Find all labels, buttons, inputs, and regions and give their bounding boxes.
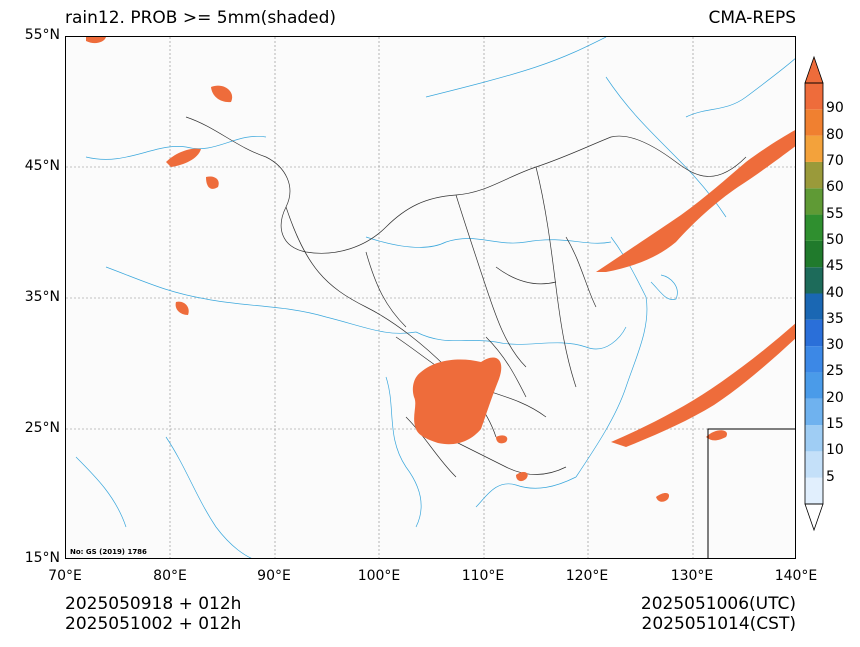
colorbar-cell xyxy=(805,372,823,399)
colorbar-tick-label: 20 xyxy=(826,389,844,406)
map-title: rain12. PROB >= 5mm(shaded) xyxy=(65,8,337,28)
colorbar-cell xyxy=(805,214,823,241)
colorbar-cell xyxy=(805,293,823,320)
colorbar-tick-label: 15 xyxy=(826,416,844,433)
colorbar-cell xyxy=(805,319,823,347)
colorbar-cell xyxy=(805,83,823,110)
lon-label-110: 110°E xyxy=(461,568,505,584)
lat-label-45: 45°N xyxy=(24,158,60,174)
probability-shading xyxy=(86,37,795,502)
colorbar-cell xyxy=(805,451,823,478)
lat-label-55: 55°N xyxy=(24,27,60,43)
colorbar-cell xyxy=(805,425,823,452)
init-time-block: 2025050918 + 012h 2025051002 + 012h xyxy=(65,594,241,634)
colorbar-cell xyxy=(805,188,823,215)
colorbar-tick-label: 5 xyxy=(826,468,835,485)
valid-time-cst: 2025051014(CST) xyxy=(641,614,796,634)
rivers-coastlines xyxy=(75,37,795,558)
colorbar-cell xyxy=(805,267,823,294)
colorbar-tick-label: 30 xyxy=(826,337,844,354)
lat-label-35: 35°N xyxy=(24,289,60,305)
valid-time-block: 2025051006(UTC) 2025051014(CST) xyxy=(641,594,796,634)
map-panel: No: GS (2019) 1786 xyxy=(65,36,796,559)
colorbar-cell xyxy=(805,109,823,136)
colorbar-tick-label: 80 xyxy=(826,126,844,143)
graticule xyxy=(66,37,795,558)
colorbar-cell xyxy=(805,477,823,504)
colorbar-tick-label: 25 xyxy=(826,363,844,380)
lon-label-140: 140°E xyxy=(774,568,818,584)
colorbar-tick-label: 60 xyxy=(826,179,844,196)
colorbar-cell xyxy=(805,240,823,268)
colorbar-tick-label: 10 xyxy=(826,442,844,459)
colorbar-cell xyxy=(805,161,823,189)
valid-time-utc: 2025051006(UTC) xyxy=(640,594,796,614)
colorbar-tick-label: 35 xyxy=(826,310,844,327)
lon-label-120: 120°E xyxy=(565,568,609,584)
colorbar xyxy=(804,55,824,532)
colorbar-tick-label: 55 xyxy=(826,205,844,222)
lat-label-15: 15°N xyxy=(24,550,60,566)
colorbar-under-arrow xyxy=(804,503,824,532)
colorbar-cell xyxy=(805,346,823,373)
lat-label-25: 25°N xyxy=(24,420,60,436)
borders xyxy=(185,116,747,478)
lon-label-130: 130°E xyxy=(670,568,714,584)
lon-label-90: 90°E xyxy=(257,568,291,584)
colorbar-tick-label: 40 xyxy=(826,284,844,301)
colorbar-tick-label: 45 xyxy=(826,258,844,275)
colorbar-cell xyxy=(805,398,823,426)
colorbar-cell xyxy=(805,135,823,162)
lon-label-70: 70°E xyxy=(48,568,82,584)
model-name: CMA-REPS xyxy=(708,8,796,28)
colorbar-frame xyxy=(804,82,824,505)
init-time-utc: 2025050918 + 012h xyxy=(65,594,242,614)
map-approval-note: No: GS (2019) 1786 xyxy=(70,548,147,556)
map-canvas xyxy=(66,37,795,558)
colorbar-over-arrow xyxy=(804,55,824,84)
init-time-cst: 2025051002 + 012h xyxy=(65,614,242,634)
colorbar-tick-label: 90 xyxy=(826,100,844,117)
south-china-sea-inset xyxy=(707,428,795,558)
colorbar-tick-label: 50 xyxy=(826,231,844,248)
lon-label-80: 80°E xyxy=(153,568,187,584)
colorbar-tick-label: 70 xyxy=(826,152,844,169)
lon-label-100: 100°E xyxy=(357,568,401,584)
